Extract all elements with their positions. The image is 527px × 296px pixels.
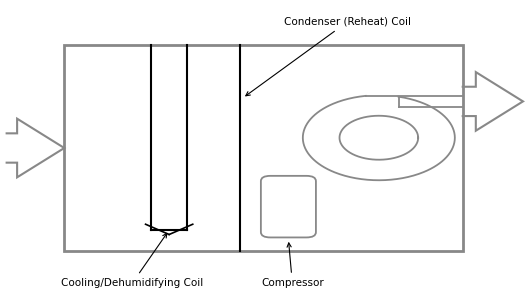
Text: Compressor: Compressor [261,243,324,288]
Bar [64,45,463,251]
Text: Condenser (Reheat) Coil: Condenser (Reheat) Coil [246,17,411,96]
Text: Cooling/Dehumidifying Coil: Cooling/Dehumidifying Coil [61,234,203,288]
